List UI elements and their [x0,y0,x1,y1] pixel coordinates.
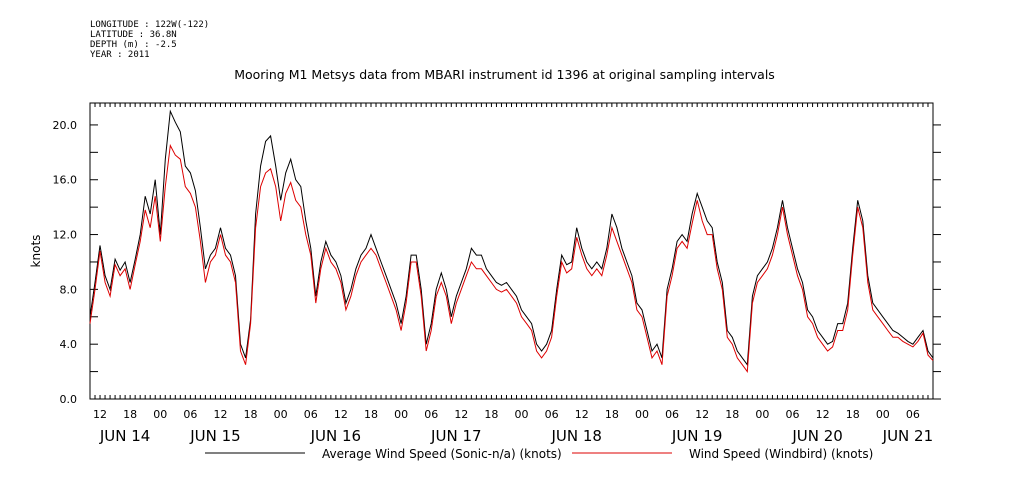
x-tick-label: 12 [454,408,468,421]
x-tick-label: 12 [816,408,830,421]
x-tick-label: 18 [725,408,739,421]
x-tick-label: 18 [605,408,619,421]
x-tick-label: 18 [123,408,137,421]
y-axis-label: knots [29,235,43,268]
y-tick-label: 4.0 [60,338,78,351]
x-tick-label: 18 [484,408,498,421]
chart-title: Mooring M1 Metsys data from MBARI instru… [234,67,775,82]
x-tick-label: 18 [364,408,378,421]
meta-longitude: LONGITUDE : 122W(-122) [90,20,210,30]
legend-label-average-wind: Average Wind Speed (Sonic-n/a) (knots) [322,447,562,461]
x-tick-label: 12 [575,408,589,421]
x-tick-label: 06 [183,408,197,421]
x-tick-label: 00 [153,408,167,421]
x-tick-label: 18 [846,408,860,421]
legend-label-windbird: Wind Speed (Windbird) (knots) [689,447,873,461]
x-tick-label: 00 [515,408,529,421]
date-label: JUN 15 [189,427,240,445]
x-tick-label: 00 [755,408,769,421]
meta-latitude: LATITUDE : 36.8N [90,30,177,40]
series-line-average-wind-speed [89,109,934,367]
date-label: JUN 21 [882,427,933,445]
series-line-windbird-wind-speed [89,143,934,374]
y-tick-label: 8.0 [60,283,78,296]
x-tick-label: 06 [786,408,800,421]
date-label: JUN 20 [791,427,842,445]
x-tick-label: 12 [93,408,107,421]
date-label: JUN 16 [310,427,361,445]
legend: Average Wind Speed (Sonic-n/a) (knots) W… [205,447,873,461]
date-label: JUN 17 [430,427,481,445]
x-tick-label: 12 [334,408,348,421]
x-tick-label: 06 [906,408,920,421]
x-tick-label: 00 [394,408,408,421]
x-tick-label: 06 [545,408,559,421]
date-label: JUN 14 [99,427,150,445]
x-tick-label: 00 [876,408,890,421]
x-tick-label: 06 [424,408,438,421]
date-label: JUN 19 [671,427,722,445]
y-tick-label: 12.0 [53,229,78,242]
x-tick-label: 06 [304,408,318,421]
meta-year: YEAR : 2011 [90,50,150,60]
metadata-block: LONGITUDE : 122W(-122) LATITUDE : 36.8N … [90,20,209,60]
y-tick-label: 20.0 [53,119,78,132]
x-tick-label: 06 [665,408,679,421]
date-label: JUN 18 [550,427,601,445]
meta-depth: DEPTH (m) : -2.5 [90,40,177,50]
x-tick-label: 00 [274,408,288,421]
y-tick-label: 0.0 [60,393,78,406]
y-tick-label: 16.0 [53,174,78,187]
x-tick-label: 18 [244,408,258,421]
x-tick-label: 12 [213,408,227,421]
x-tick-label: 00 [635,408,649,421]
x-tick-label: 12 [695,408,709,421]
